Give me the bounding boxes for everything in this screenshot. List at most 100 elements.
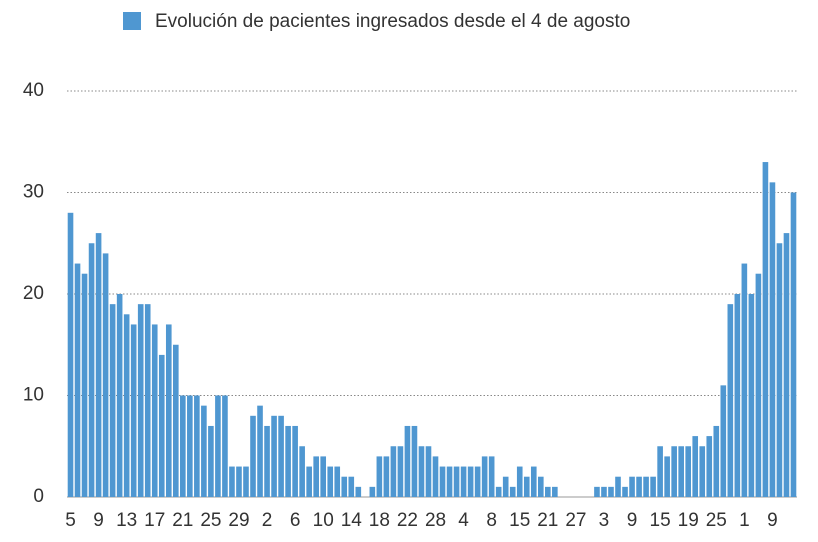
bar xyxy=(116,294,123,497)
legend-swatch xyxy=(123,12,141,30)
bar xyxy=(678,446,684,497)
x-tick-label: 15 xyxy=(509,510,530,531)
x-tick-label: 14 xyxy=(341,510,363,531)
bar xyxy=(404,425,411,497)
bar xyxy=(299,446,305,497)
x-tick-label: 17 xyxy=(144,510,165,531)
x-tick-label: 21 xyxy=(172,510,193,531)
bar xyxy=(685,446,692,497)
bar xyxy=(671,446,677,497)
bar xyxy=(692,436,699,497)
y-tick-label: 10 xyxy=(23,385,44,406)
bar xyxy=(488,456,495,497)
bar xyxy=(720,385,727,497)
x-tick-label: 13 xyxy=(116,510,137,531)
x-tick-label: 19 xyxy=(678,510,699,531)
bar xyxy=(334,466,341,497)
bar xyxy=(264,425,270,497)
bar xyxy=(67,212,74,498)
bar xyxy=(516,466,523,497)
bar xyxy=(292,425,298,497)
bar xyxy=(320,456,327,497)
bar xyxy=(727,304,734,497)
x-tick-label: 5 xyxy=(65,510,76,531)
bar xyxy=(172,344,179,497)
bar xyxy=(74,263,81,497)
bar xyxy=(446,466,453,497)
bar xyxy=(657,446,663,497)
x-tick-label: 3 xyxy=(599,510,610,531)
bar xyxy=(278,415,284,497)
y-tick-label: 30 xyxy=(23,182,44,203)
bar xyxy=(180,395,186,497)
bar xyxy=(425,446,432,497)
x-tick-label: 18 xyxy=(369,510,390,531)
x-tick-label: 4 xyxy=(458,510,469,531)
bar xyxy=(664,456,670,497)
bar xyxy=(713,425,720,497)
bar xyxy=(460,466,467,497)
bar xyxy=(285,425,291,497)
bar xyxy=(629,476,635,497)
bar xyxy=(509,486,516,497)
bar xyxy=(355,486,362,497)
bar xyxy=(397,446,404,497)
bar xyxy=(144,304,151,497)
x-tick-label: 27 xyxy=(565,510,586,531)
y-tick-label: 0 xyxy=(33,486,44,507)
x-tick-label: 29 xyxy=(228,510,249,531)
bar xyxy=(81,273,88,497)
bar xyxy=(306,466,312,497)
bar xyxy=(194,395,200,497)
bar xyxy=(650,476,656,497)
bar xyxy=(474,466,481,497)
x-tick-label: 28 xyxy=(425,510,446,531)
bar xyxy=(699,446,706,497)
x-tick-label: 1 xyxy=(739,510,750,531)
bar xyxy=(481,456,488,497)
bar xyxy=(734,294,741,497)
bar xyxy=(130,324,137,497)
bar xyxy=(151,324,158,497)
bar xyxy=(257,405,263,497)
bar xyxy=(376,456,383,497)
bar xyxy=(439,466,446,497)
bar xyxy=(783,233,790,497)
bar xyxy=(215,395,221,497)
bar xyxy=(165,324,172,497)
bar xyxy=(769,182,776,497)
bar xyxy=(341,476,348,497)
x-tick-label: 15 xyxy=(650,510,671,531)
bar xyxy=(790,192,797,497)
bar xyxy=(467,466,474,497)
y-tick-label: 40 xyxy=(23,80,44,101)
x-tick-label: 25 xyxy=(706,510,727,531)
bar xyxy=(741,263,748,497)
bar xyxy=(109,304,116,497)
bar xyxy=(201,405,207,497)
bar xyxy=(411,425,418,497)
bar xyxy=(755,273,762,497)
bar xyxy=(229,466,235,497)
bar xyxy=(615,476,621,497)
bar xyxy=(390,446,397,497)
bar xyxy=(748,294,755,497)
bar xyxy=(95,233,102,497)
bar xyxy=(552,486,558,497)
bar xyxy=(158,354,165,497)
x-tick-label: 2 xyxy=(262,510,273,531)
bar xyxy=(762,162,769,498)
bar xyxy=(545,486,551,497)
bar xyxy=(601,486,607,497)
bar xyxy=(369,486,376,497)
bar xyxy=(594,486,600,497)
x-tick-label: 9 xyxy=(767,510,778,531)
bar xyxy=(236,466,242,497)
bar xyxy=(383,456,390,497)
bar xyxy=(432,456,439,497)
bar xyxy=(537,476,544,497)
bar xyxy=(495,486,502,497)
bar xyxy=(776,243,783,497)
bar xyxy=(243,466,249,497)
